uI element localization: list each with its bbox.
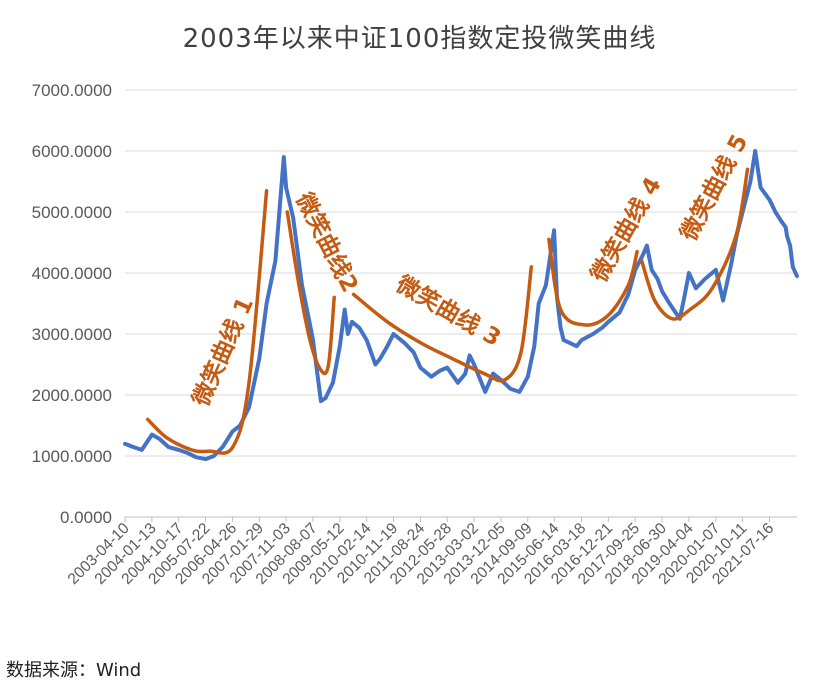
series-layer: [123, 149, 799, 462]
y-tick-label: 1000.0000: [32, 447, 112, 466]
smile-curve-label-5: 微笑曲线 5: [674, 130, 753, 246]
y-tick-label: 4000.0000: [32, 264, 112, 283]
y-tick-label: 5000.0000: [32, 203, 112, 222]
smile-curve-4: [547, 237, 639, 327]
y-tick-label: 0.0000: [60, 508, 112, 527]
smile-curve-label-4: 微笑曲线 4: [585, 173, 667, 288]
grid-layer: [124, 89, 797, 522]
y-tick-label: 7000.0000: [32, 81, 112, 100]
y-axis-ticks: 0.0000 1000.0000 2000.0000 3000.0000 4000.00…: [32, 81, 112, 527]
smile-curve-3: [351, 265, 534, 383]
y-tick-label: 3000.0000: [32, 325, 112, 344]
index-series-line: [123, 149, 799, 462]
y-tick-label: 6000.0000: [32, 142, 112, 161]
chart-title: 2003年以来中证100指数定投微笑曲线: [182, 24, 657, 54]
source-note: 数据来源：Wind: [6, 660, 142, 681]
smile-curve-5: [639, 167, 750, 321]
smile-curve-1: [145, 188, 269, 455]
y-tick-label: 2000.0000: [32, 386, 112, 405]
x-axis-ticks: 2003-04-102004-01-132004-10-172005-07-22…: [65, 520, 778, 588]
smile-curve-2: [285, 210, 336, 376]
smile-curve-label-3: 微笑曲线 3: [391, 270, 506, 352]
